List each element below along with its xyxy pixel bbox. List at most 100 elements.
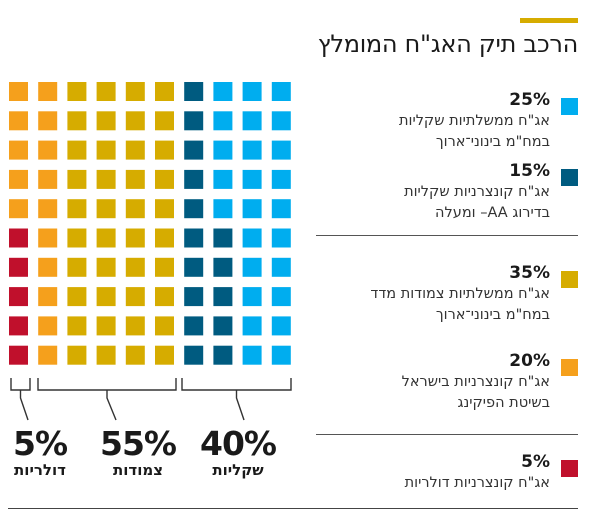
waffle-cell xyxy=(242,140,262,160)
waffle-cell xyxy=(67,169,87,189)
waffle-cell xyxy=(38,111,58,131)
waffle-cell xyxy=(184,287,204,307)
waffle-cell xyxy=(184,111,204,131)
waffle-cell xyxy=(125,316,145,336)
waffle-cell xyxy=(271,316,291,336)
legend-swatch-gov-indexed xyxy=(561,271,578,288)
waffle-cell xyxy=(271,169,291,189)
waffle-cell xyxy=(125,257,145,277)
waffle-cell xyxy=(155,257,174,277)
waffle-cell xyxy=(96,199,116,219)
summary-label-indexed: צמודות xyxy=(112,461,163,479)
waffle-cell xyxy=(38,257,58,277)
waffle-cell xyxy=(125,199,145,219)
legend-swatch-corp-dollar xyxy=(561,460,578,477)
summary-pct-shekel: 40% xyxy=(200,424,277,463)
waffle-cell xyxy=(9,169,28,189)
waffle-cell xyxy=(271,140,291,160)
waffle-cell xyxy=(184,228,204,248)
legend-label-line2: במח"מ בינוני־ארוך xyxy=(435,307,550,323)
waffle-cell xyxy=(184,345,204,365)
waffle-cell xyxy=(67,287,87,307)
waffle-cell xyxy=(38,287,58,307)
title-accent-bar xyxy=(520,18,578,23)
legend-label-line2: בשיטת הפיקינג xyxy=(457,395,550,411)
legend-swatch-corp-israel xyxy=(561,359,578,376)
waffle-cell xyxy=(96,111,116,131)
legend-swatch-gov-shekel xyxy=(561,98,578,115)
waffle-cell xyxy=(38,82,58,101)
waffle-cell xyxy=(125,345,145,365)
waffle-cell xyxy=(271,82,291,101)
legend-pct: 5% xyxy=(521,452,550,472)
waffle-cell xyxy=(184,140,204,160)
legend-pct: 20% xyxy=(509,351,550,371)
waffle-cell xyxy=(67,257,87,277)
waffle-cell xyxy=(213,199,233,219)
legend-divider xyxy=(316,434,578,435)
waffle-cell xyxy=(96,345,116,365)
waffle-cell xyxy=(242,169,262,189)
waffle-cell xyxy=(155,228,174,248)
waffle-cell xyxy=(38,316,58,336)
waffle-cell xyxy=(213,287,233,307)
waffle-cell xyxy=(184,199,204,219)
waffle-cell xyxy=(242,228,262,248)
legend-item-gov-indexed: 35% אג"ח ממשלתיות צמודות מדד במח"מ בינונ… xyxy=(316,263,578,323)
waffle-cell xyxy=(125,228,145,248)
summary-label-shekel: שקליות xyxy=(212,461,264,479)
waffle-cell xyxy=(38,140,58,160)
waffle-cell xyxy=(96,169,116,189)
waffle-cell xyxy=(9,345,28,365)
waffle-cell xyxy=(67,111,87,131)
waffle-cell xyxy=(9,316,28,336)
legend-label-line1: אג"ח קונצרניות דולריות xyxy=(404,475,550,491)
legend-item-corp-shekel: 15% אג"ח קונצרניות שקליות בדירוג AA– ומע… xyxy=(316,161,578,221)
waffle-cell xyxy=(155,345,174,365)
waffle-cell xyxy=(155,140,174,160)
legend-swatch-corp-shekel xyxy=(561,169,578,186)
waffle-cell xyxy=(96,140,116,160)
waffle-cell xyxy=(67,199,87,219)
waffle-cell xyxy=(242,345,262,365)
waffle-cell xyxy=(67,82,87,101)
waffle-cell xyxy=(155,169,174,189)
legend-label-line2: במח"מ בינוני־ארוך xyxy=(435,134,550,150)
waffle-cell xyxy=(155,199,174,219)
summary-pct-dollar: 5% xyxy=(12,424,68,463)
legend-item-corp-israel: 20% אג"ח קונצרניות בישראל בשיטת הפיקינג xyxy=(316,351,578,411)
waffle-cell xyxy=(184,82,204,101)
waffle-cell xyxy=(96,82,116,101)
waffle-cell xyxy=(213,169,233,189)
waffle-cell xyxy=(96,257,116,277)
waffle-cell xyxy=(213,345,233,365)
bracket-shekel xyxy=(181,378,292,421)
legend-pct: 35% xyxy=(509,263,550,283)
legend-label-line1: אג"ח ממשלתיות שקליות xyxy=(398,113,550,129)
waffle-cell xyxy=(155,316,174,336)
waffle-cell xyxy=(125,111,145,131)
waffle-cell xyxy=(184,316,204,336)
waffle-cell xyxy=(184,257,204,277)
waffle-cell xyxy=(9,257,28,277)
waffle-cell xyxy=(213,257,233,277)
waffle-cell xyxy=(213,228,233,248)
waffle-cell xyxy=(67,316,87,336)
waffle-cell xyxy=(155,111,174,131)
waffle-cell xyxy=(96,287,116,307)
waffle-cell xyxy=(9,199,28,219)
waffle-cell xyxy=(67,140,87,160)
waffle-cell xyxy=(9,82,28,101)
waffle-cell xyxy=(38,199,58,219)
waffle-cell xyxy=(125,169,145,189)
waffle-cell xyxy=(155,82,174,101)
waffle-cell xyxy=(155,287,174,307)
waffle-cell xyxy=(96,228,116,248)
waffle-cell xyxy=(96,316,116,336)
waffle-cell xyxy=(271,111,291,131)
legend-pct: 15% xyxy=(509,161,550,181)
waffle-cell xyxy=(242,111,262,131)
waffle-cell xyxy=(213,316,233,336)
waffle-cell xyxy=(242,82,262,101)
